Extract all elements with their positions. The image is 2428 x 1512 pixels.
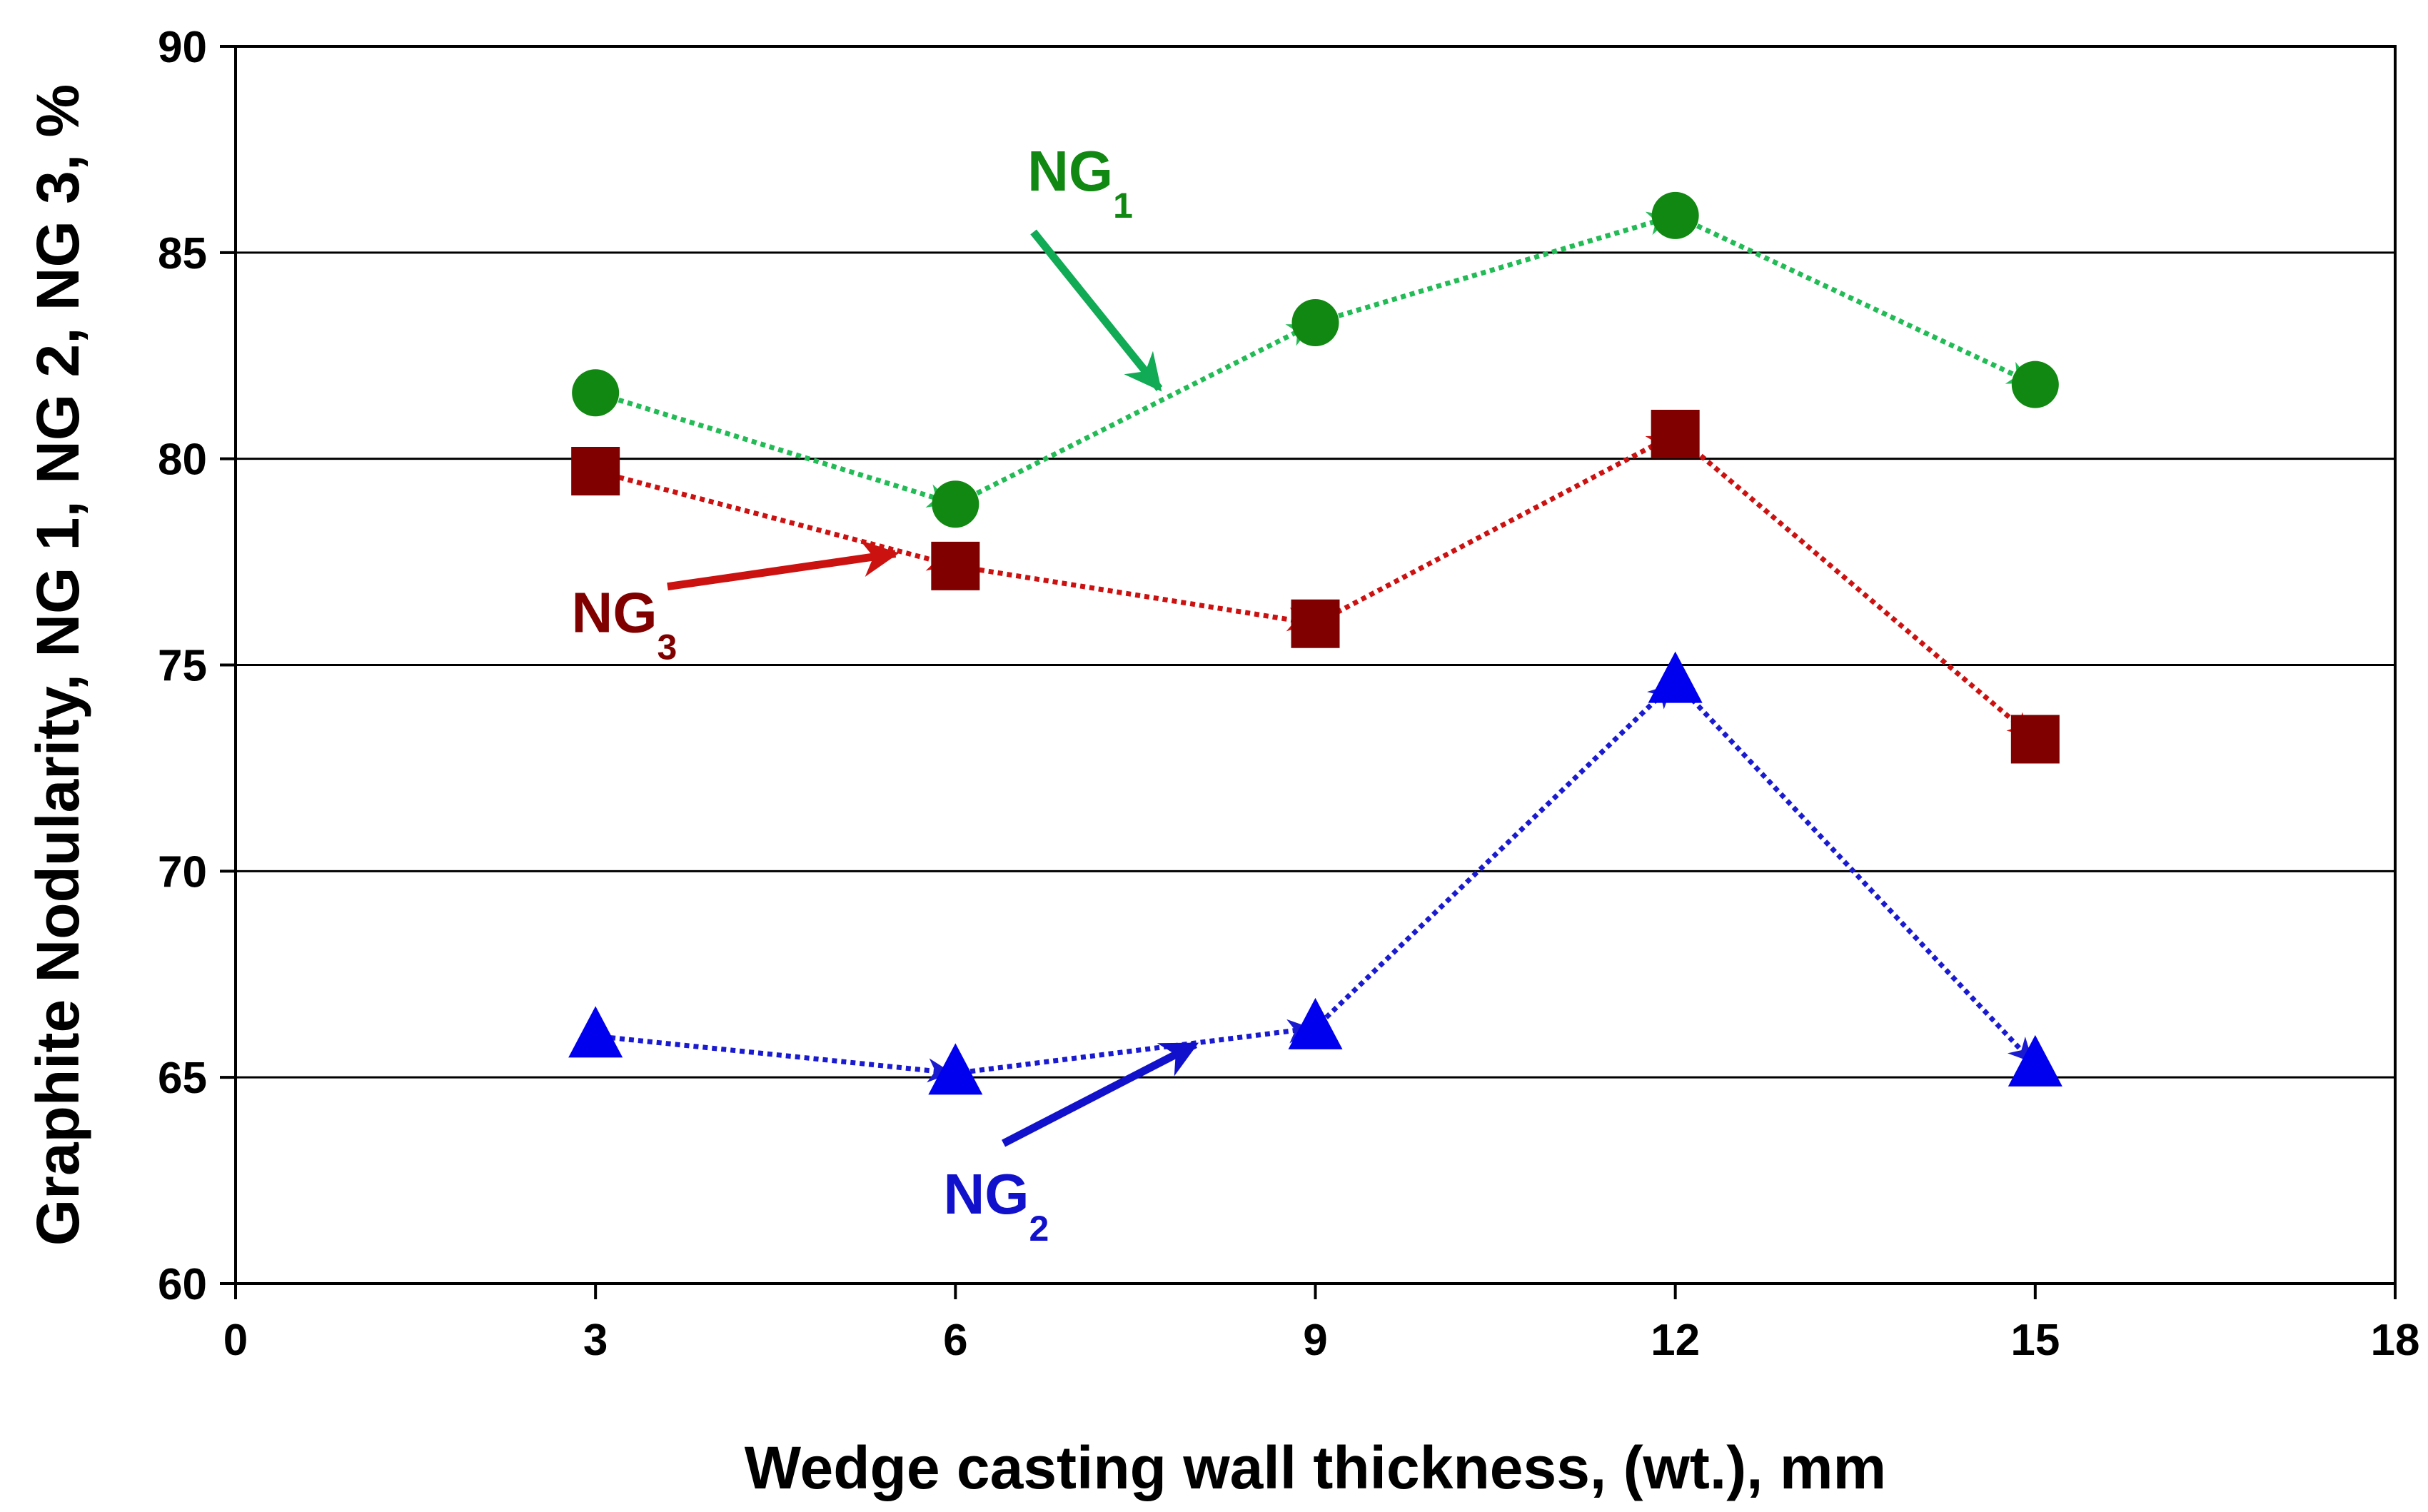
annotation-label: NG2 <box>944 1162 1049 1249</box>
annotation-label-subscript: 3 <box>658 627 677 667</box>
annotation-NG3: NG3 <box>572 540 900 667</box>
data-point-NG1-6 <box>932 480 979 528</box>
data-point-NG1-15 <box>2011 361 2059 408</box>
y-tick-label: 90 <box>158 23 207 72</box>
data-point-NG2-15 <box>2008 1034 2062 1087</box>
annotation-label-main: NG <box>572 580 658 644</box>
data-point-NG3-3 <box>571 446 620 495</box>
annotation-label: NG3 <box>572 580 677 667</box>
series-layer <box>568 191 2062 1095</box>
y-tick-label: 60 <box>158 1260 207 1309</box>
y-tick-label: 85 <box>158 229 207 278</box>
data-point-NG3-12 <box>1651 410 1700 459</box>
series-line-segment <box>1677 684 2033 1063</box>
annotation-label-main: NG <box>944 1162 1029 1226</box>
series-line-segment <box>960 1019 1312 1075</box>
data-point-NG3-15 <box>2010 715 2060 764</box>
y-axis-label: Graphite Nodularity, NG 1, NG 2, NG 3, % <box>24 84 91 1246</box>
annotation-label: NG1 <box>1027 139 1133 226</box>
data-point-NG1-3 <box>572 369 620 417</box>
data-point-NG2-12 <box>1648 651 1703 703</box>
data-point-NG2-6 <box>928 1043 983 1095</box>
y-tick-label: 70 <box>158 847 207 897</box>
annotation-label-subscript: 1 <box>1113 186 1133 226</box>
data-point-NG1-9 <box>1291 299 1339 347</box>
annotation-arrow <box>1030 229 1163 392</box>
x-tick-label: 0 <box>223 1316 248 1365</box>
data-point-NG1-12 <box>1651 191 1699 239</box>
annotation-label-subscript: 2 <box>1029 1209 1049 1249</box>
series-line-segment <box>1319 434 1673 624</box>
series-NG1 <box>572 191 2059 528</box>
series-line-segment <box>600 1034 952 1083</box>
x-axis-label: Wedge casting wall thickness, (wt.), mm <box>745 1434 1887 1501</box>
annotation-label-main: NG <box>1027 139 1113 203</box>
x-tick-label: 18 <box>2371 1316 2420 1365</box>
data-point-NG3-9 <box>1291 599 1340 648</box>
x-tick-label: 15 <box>2010 1316 2060 1365</box>
annotation-NG2: NG2 <box>944 1041 1199 1249</box>
annotation-NG1: NG1 <box>1027 139 1163 392</box>
data-point-NG2-3 <box>568 1006 623 1058</box>
series-NG2 <box>568 651 2062 1095</box>
series-line-segment <box>1678 435 2033 737</box>
x-tick-label: 3 <box>583 1316 608 1365</box>
x-tick-label: 12 <box>1651 1316 1700 1365</box>
y-tick-label: 80 <box>158 435 207 485</box>
series-line-segment <box>1317 683 1673 1026</box>
y-tick-label: 65 <box>158 1054 207 1103</box>
x-tick-label: 9 <box>1303 1316 1327 1365</box>
data-point-NG2-9 <box>1288 997 1343 1049</box>
series-line-segment <box>960 564 1312 632</box>
y-tick-label: 75 <box>158 642 207 691</box>
annotation-arrow <box>667 540 900 591</box>
series-line-segment <box>959 323 1313 504</box>
data-point-NG3-6 <box>931 541 980 590</box>
x-tick-label: 6 <box>943 1316 967 1365</box>
annotation-arrow <box>1002 1041 1199 1147</box>
series-NG3 <box>571 410 2060 764</box>
